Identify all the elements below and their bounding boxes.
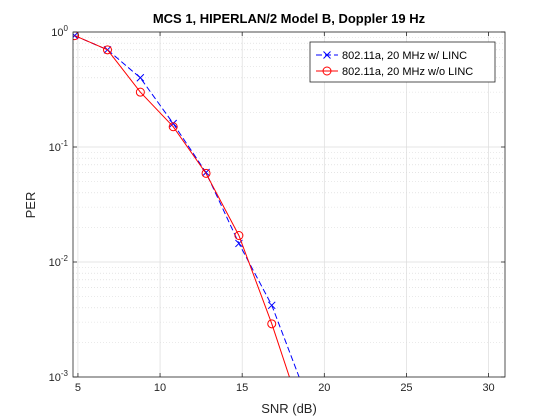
- x-tick-label: 10: [154, 382, 166, 394]
- x-tick-label: 25: [400, 382, 412, 394]
- legend: 802.11a, 20 MHz w/ LINC 802.11a, 20 MHz …: [310, 42, 495, 82]
- x-tick-label: 15: [236, 382, 248, 394]
- legend-label-without-linc: 802.11a, 20 MHz w/o LINC: [342, 66, 473, 78]
- plot-area: [73, 32, 505, 377]
- y-tick-label-exponent: -2: [61, 254, 69, 263]
- x-axis-label: SNR (dB): [261, 401, 317, 416]
- y-axis-label: PER: [23, 192, 38, 219]
- legend-label-with-linc: 802.11a, 20 MHz w/ LINC: [342, 50, 467, 62]
- y-tick-label-base: 10: [51, 27, 63, 39]
- y-tick-label-base: 10: [49, 142, 61, 154]
- y-tick-label-exponent: -1: [61, 139, 69, 148]
- y-tick-label-exponent: -3: [61, 369, 69, 378]
- y-tick-label-exponent: 0: [64, 24, 69, 33]
- x-tick-label: 5: [75, 382, 81, 394]
- y-tick-label-base: 10: [49, 372, 61, 384]
- y-tick-label-base: 10: [49, 257, 61, 269]
- chart-title: MCS 1, HIPERLAN/2 Model B, Doppler 19 Hz: [153, 11, 426, 26]
- x-tick-label: 20: [318, 382, 330, 394]
- x-tick-label: 30: [482, 382, 494, 394]
